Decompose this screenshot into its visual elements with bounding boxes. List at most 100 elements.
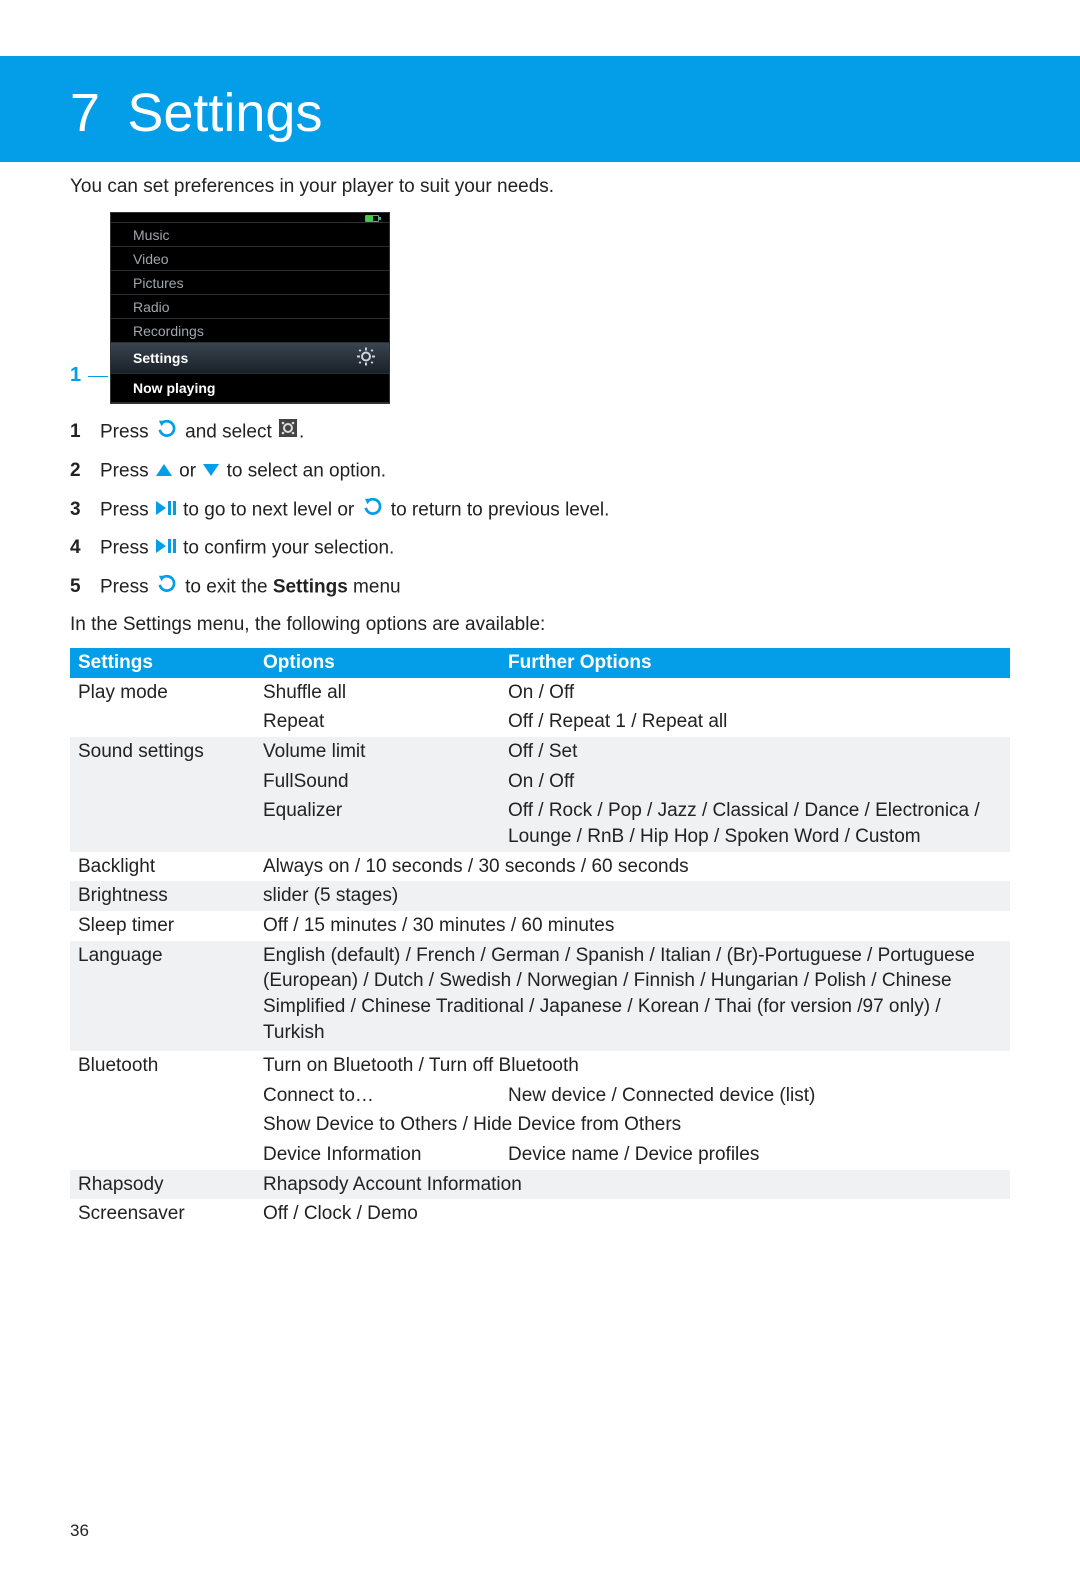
page-content: You can set preferences in your player t… bbox=[0, 162, 1080, 1229]
down-icon bbox=[203, 457, 219, 486]
cell-further: On / Off bbox=[500, 678, 1010, 708]
device-menu-item: Radio bbox=[111, 295, 389, 319]
cell-settings bbox=[70, 796, 255, 851]
cell-options-span: English (default) / French / German / Sp… bbox=[255, 941, 1010, 1048]
device-menu-item: Recordings bbox=[111, 319, 389, 343]
table-row: RepeatOff / Repeat 1 / Repeat all bbox=[70, 707, 1010, 737]
col-header-settings: Settings bbox=[70, 648, 255, 678]
playpause-icon bbox=[156, 496, 176, 525]
cell-settings: Bluetooth bbox=[70, 1051, 255, 1081]
device-menu-label: Pictures bbox=[133, 275, 184, 291]
table-header-row: Settings Options Further Options bbox=[70, 648, 1010, 678]
device-menu-item: Pictures bbox=[111, 271, 389, 295]
cell-options-span: Turn on Bluetooth / Turn off Bluetooth bbox=[255, 1051, 1010, 1081]
step-number: 1 bbox=[70, 418, 100, 447]
cell-settings bbox=[70, 1110, 255, 1140]
table-row: Sound settingsVolume limitOff / Set bbox=[70, 737, 1010, 767]
step-text: Press and select . bbox=[100, 418, 1010, 447]
device-menu-item: Settings bbox=[111, 343, 389, 374]
gear-icon bbox=[357, 348, 375, 369]
device-menu-label: Music bbox=[133, 227, 170, 243]
cell-further: Device name / Device profiles bbox=[500, 1140, 1010, 1170]
step-number: 5 bbox=[70, 573, 100, 602]
cell-options-span: slider (5 stages) bbox=[255, 881, 1010, 911]
col-header-options: Options bbox=[255, 648, 500, 678]
device-menu-item: Now playing bbox=[111, 374, 389, 403]
playpause-icon bbox=[156, 534, 176, 563]
cell-settings: Rhapsody bbox=[70, 1170, 255, 1200]
back-icon bbox=[156, 418, 178, 447]
device-menu-label: Radio bbox=[133, 299, 170, 315]
cell-further: Off / Rock / Pop / Jazz / Classical / Da… bbox=[500, 796, 1010, 851]
cell-settings: Backlight bbox=[70, 852, 255, 882]
step: 3Press to go to next level or to return … bbox=[70, 496, 1010, 525]
cell-options-span: Off / 15 minutes / 30 minutes / 60 minut… bbox=[255, 911, 1010, 941]
table-row: Play modeShuffle allOn / Off bbox=[70, 678, 1010, 708]
table-row: Connect to…New device / Connected device… bbox=[70, 1081, 1010, 1111]
cell-further: Off / Set bbox=[500, 737, 1010, 767]
chapter-banner: 7 Settings bbox=[0, 56, 1080, 162]
cell-further: Off / Repeat 1 / Repeat all bbox=[500, 707, 1010, 737]
step: 1Press and select . bbox=[70, 418, 1010, 447]
cell-settings bbox=[70, 1140, 255, 1170]
cell-settings bbox=[70, 1081, 255, 1111]
cell-settings bbox=[70, 767, 255, 797]
page-number: 36 bbox=[70, 1521, 89, 1541]
cell-options: Equalizer bbox=[255, 796, 500, 851]
step: 2Press or to select an option. bbox=[70, 457, 1010, 486]
col-header-further: Further Options bbox=[500, 648, 1010, 678]
table-row: Sleep timerOff / 15 minutes / 30 minutes… bbox=[70, 911, 1010, 941]
cell-options: Shuffle all bbox=[255, 678, 500, 708]
battery-icon bbox=[365, 215, 379, 222]
step-text: Press to go to next level or to return t… bbox=[100, 496, 1010, 525]
cell-options: Repeat bbox=[255, 707, 500, 737]
device-screen: Music Video Pictures Radio Recordings Setting… bbox=[110, 212, 390, 404]
device-menu-item: Music bbox=[111, 223, 389, 247]
step: 4Press to confirm your selection. bbox=[70, 534, 1010, 563]
cell-settings: Play mode bbox=[70, 678, 255, 708]
table-row: BacklightAlways on / 10 seconds / 30 sec… bbox=[70, 852, 1010, 882]
up-icon bbox=[156, 457, 172, 486]
cell-options-span: Rhapsody Account Information bbox=[255, 1170, 1010, 1200]
device-menu-label: Now playing bbox=[133, 380, 215, 396]
cell-options-span: Off / Clock / Demo bbox=[255, 1199, 1010, 1229]
cell-further: New device / Connected device (list) bbox=[500, 1081, 1010, 1111]
after-steps-text: In the Settings menu, the following opti… bbox=[70, 614, 1010, 636]
device-status-bar bbox=[111, 213, 389, 223]
device-menu-label: Video bbox=[133, 251, 169, 267]
device-screenshot: 1 Music Video Pictures Radio Recordings Setti… bbox=[70, 212, 1010, 404]
step-number: 2 bbox=[70, 457, 100, 486]
table-row: BluetoothTurn on Bluetooth / Turn off Bl… bbox=[70, 1051, 1010, 1081]
cell-settings bbox=[70, 707, 255, 737]
intro-text: You can set preferences in your player t… bbox=[70, 176, 1010, 198]
table-row: ScreensaverOff / Clock / Demo bbox=[70, 1199, 1010, 1229]
cell-settings: Sleep timer bbox=[70, 911, 255, 941]
cell-options-span: Always on / 10 seconds / 30 seconds / 60… bbox=[255, 852, 1010, 882]
callout-number-1: 1 bbox=[70, 364, 81, 387]
table-row: Brightnessslider (5 stages) bbox=[70, 881, 1010, 911]
step: 5Press to exit the Settings menu bbox=[70, 573, 1010, 602]
device-menu-item: Video bbox=[111, 247, 389, 271]
chapter-title: Settings bbox=[127, 82, 322, 144]
step-text: Press or to select an option. bbox=[100, 457, 1010, 486]
steps-list: 1Press and select .2Press or to select a… bbox=[70, 418, 1010, 602]
step-text: Press to exit the Settings menu bbox=[100, 573, 1010, 602]
cell-settings: Language bbox=[70, 941, 255, 1048]
back-icon bbox=[362, 496, 384, 525]
cell-further: On / Off bbox=[500, 767, 1010, 797]
cell-options: Connect to… bbox=[255, 1081, 500, 1111]
table-row: Device InformationDevice name / Device p… bbox=[70, 1140, 1010, 1170]
table-row: Show Device to Others / Hide Device from… bbox=[70, 1110, 1010, 1140]
step-text: Press to confirm your selection. bbox=[100, 534, 1010, 563]
back-icon bbox=[156, 573, 178, 602]
table-row: RhapsodyRhapsody Account Information bbox=[70, 1170, 1010, 1200]
cell-options: FullSound bbox=[255, 767, 500, 797]
table-row: EqualizerOff / Rock / Pop / Jazz / Class… bbox=[70, 796, 1010, 851]
device-menu-label: Recordings bbox=[133, 323, 204, 339]
table-row: FullSoundOn / Off bbox=[70, 767, 1010, 797]
cell-options-span: Show Device to Others / Hide Device from… bbox=[255, 1110, 1010, 1140]
step-number: 3 bbox=[70, 496, 100, 525]
cell-options: Device Information bbox=[255, 1140, 500, 1170]
cell-settings: Screensaver bbox=[70, 1199, 255, 1229]
chapter-number: 7 bbox=[70, 82, 100, 144]
